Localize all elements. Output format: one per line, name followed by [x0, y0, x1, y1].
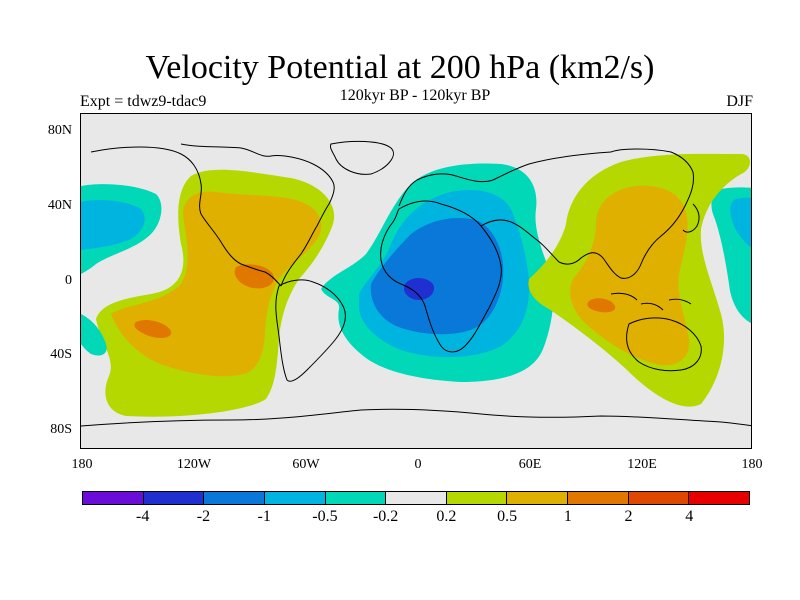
lon-label-180-west: 180	[71, 457, 93, 472]
negative-contour-south-pacific	[81, 314, 107, 356]
colorbar-segment	[83, 492, 144, 504]
coastline-greenland	[330, 140, 394, 175]
negative-contour-pacific-east-inner	[730, 197, 751, 248]
contour-dark-orange-2	[134, 320, 172, 339]
coastline-europe	[398, 151, 612, 207]
lat-label-80s: 80S	[50, 422, 72, 437]
map-plot-area	[80, 113, 752, 449]
colorbar-segment	[689, 492, 750, 504]
coastlines	[81, 140, 751, 427]
colorbar-segment	[446, 492, 508, 504]
velocity-potential-map	[81, 114, 751, 448]
lat-label-40n: 40N	[47, 198, 72, 213]
map-title: Velocity Potential at 200 hPa (km2/s)	[145, 49, 655, 86]
lon-label-120e: 120E	[627, 457, 657, 472]
lon-label-60w: 60W	[292, 457, 320, 472]
contour-dark-orange-1	[234, 264, 274, 289]
coastline-south-america	[275, 279, 346, 382]
colorbar-segment	[386, 492, 447, 504]
coastline-australia	[626, 317, 702, 372]
colorbar-tick-label: -0.5	[312, 508, 338, 525]
colorbar-segment	[143, 492, 205, 504]
coastline-asia	[480, 148, 694, 279]
lat-label-0: 0	[65, 273, 72, 288]
colorbar-tick-label: -1	[257, 508, 271, 525]
lon-label-0: 0	[414, 457, 422, 472]
colorbar-tick-label: -2	[196, 508, 211, 525]
colorbar-segment	[568, 492, 629, 504]
lon-label-180-east: 180	[741, 457, 763, 472]
colorbar-tick-label: -4	[136, 508, 150, 525]
colorbar	[82, 491, 750, 505]
colorbar-segment	[264, 492, 326, 504]
coastline-indonesia	[610, 292, 692, 311]
experiment-label: Expt = tdwz9-tdac9	[80, 93, 207, 110]
colorbar-tick-label: 0.5	[497, 508, 518, 525]
colorbar-segment	[507, 492, 569, 504]
season-label: DJF	[726, 93, 753, 110]
contour-blue-africa	[370, 217, 504, 335]
lon-label-120w: 120W	[176, 457, 212, 472]
lon-label-60e: 60E	[518, 457, 542, 472]
map-subtitle: 120kyr BP - 120kyr BP	[339, 87, 491, 104]
coastline-antarctica	[81, 408, 751, 427]
colorbar-segment	[204, 492, 265, 504]
contour-dark-orange-asia	[587, 298, 616, 313]
contour-orange-asia	[570, 185, 690, 366]
colorbar-tick-label: 0.2	[436, 508, 457, 525]
coastline-north-america	[90, 143, 335, 287]
negative-contour-west-pacific-north-inner	[81, 200, 145, 250]
coastline-africa	[380, 200, 502, 353]
colorbar-tick-label: 1	[563, 508, 572, 525]
colorbar-segment	[628, 492, 690, 504]
colorbar-segment	[325, 492, 387, 504]
colorbar-tick-label: 2	[624, 508, 633, 525]
contour-indigo-africa	[403, 278, 435, 300]
coastline-japan	[682, 203, 700, 233]
lat-label-40s: 40S	[50, 347, 72, 362]
colorbar-tick-label: 4	[685, 508, 694, 525]
lat-label-80n: 80N	[47, 123, 72, 138]
colorbar-tick-label: -0.2	[372, 508, 399, 525]
